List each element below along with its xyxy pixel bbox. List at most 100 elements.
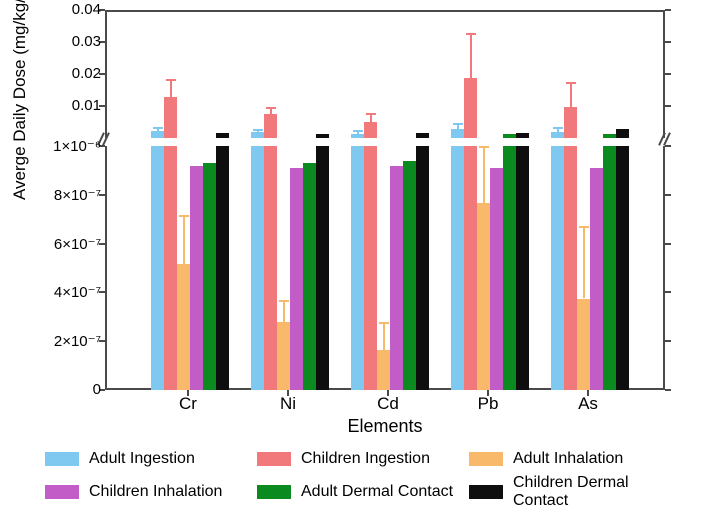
ytick-label: 0	[31, 381, 101, 398]
ytick-label: 8×10⁻⁷	[31, 186, 101, 204]
error-bar-cap	[466, 33, 476, 35]
bar	[277, 322, 290, 390]
ytick-mark	[665, 105, 671, 107]
error-bar	[470, 34, 472, 78]
legend-label: Adult Inhalation	[513, 450, 623, 468]
error-bar-cap	[366, 113, 376, 115]
ytick-mark	[665, 73, 671, 75]
error-bar-cap	[166, 79, 176, 81]
error-bar-cap	[353, 130, 363, 132]
legend-swatch	[469, 485, 503, 499]
error-bar-cap	[479, 146, 489, 148]
xtick-label: Pb	[478, 394, 499, 414]
plot-area	[105, 10, 665, 390]
bar	[377, 350, 390, 390]
bar	[203, 163, 216, 390]
legend-label: Children Dermal Contact	[513, 474, 681, 510]
bar	[516, 133, 529, 390]
xtick-label: As	[578, 394, 598, 414]
error-bar-cap	[553, 127, 563, 129]
error-bar	[570, 83, 572, 107]
ytick-mark	[665, 9, 671, 11]
ytick-mark	[665, 41, 671, 43]
legend-swatch	[257, 485, 291, 499]
error-bar-cap	[566, 82, 576, 84]
error-bar-cap	[453, 123, 463, 125]
bars-layer	[107, 10, 665, 390]
error-bar	[183, 216, 185, 265]
bar	[464, 78, 477, 390]
axis-break	[105, 138, 665, 146]
bar	[177, 264, 190, 390]
bar	[477, 203, 490, 390]
error-bar	[370, 114, 372, 122]
bar	[590, 168, 603, 390]
ytick-label: 0.02	[31, 65, 101, 82]
ytick-label: 0.01	[31, 97, 101, 114]
ytick-mark	[665, 145, 671, 147]
bar	[251, 132, 264, 390]
bar	[303, 163, 316, 390]
bar	[490, 168, 503, 390]
error-bar-cap	[579, 226, 589, 228]
error-bar-cap	[279, 300, 289, 302]
bar	[416, 133, 429, 390]
ytick-mark	[665, 243, 671, 245]
error-bar-cap	[379, 322, 389, 324]
x-axis-label: Elements	[105, 416, 665, 437]
legend-swatch	[257, 452, 291, 466]
legend-swatch	[45, 485, 79, 499]
ytick-mark	[665, 291, 671, 293]
bar	[190, 166, 203, 390]
bar	[564, 107, 577, 390]
bar	[451, 129, 464, 390]
bar	[316, 134, 329, 390]
bar	[364, 122, 377, 390]
legend-label: Children Inhalation	[89, 483, 222, 501]
ytick-mark	[665, 340, 671, 342]
error-bar-cap	[253, 129, 263, 131]
bar	[503, 134, 516, 390]
error-bar	[483, 147, 485, 203]
legend-label: Children Ingestion	[301, 450, 430, 468]
ytick-label: 0.03	[31, 33, 101, 50]
ytick-mark	[665, 194, 671, 196]
xtick-label: Cr	[179, 394, 197, 414]
bar	[290, 168, 303, 390]
xtick-label: Ni	[280, 394, 296, 414]
legend-item: Children Dermal Contact	[469, 474, 681, 510]
bar	[151, 131, 164, 390]
xtick-label: Cd	[377, 394, 399, 414]
bar	[390, 166, 403, 390]
error-bar	[283, 301, 285, 322]
error-bar	[383, 323, 385, 350]
legend-item: Adult Dermal Contact	[257, 474, 469, 510]
bar	[351, 134, 364, 390]
chart-container: Averge Daily Dose (mg/kg/d) 02×10⁻⁷4×10⁻…	[20, 10, 691, 440]
bar	[577, 299, 590, 391]
bar	[603, 134, 616, 390]
error-bar	[583, 227, 585, 299]
bar	[616, 129, 629, 390]
ytick-label: 4×10⁻⁷	[31, 283, 101, 301]
error-bar	[170, 80, 172, 97]
y-axis-label: Averge Daily Dose (mg/kg/d)	[10, 0, 30, 200]
bar	[264, 114, 277, 390]
legend-item: Children Inhalation	[45, 474, 257, 510]
ytick-label: 0.04	[31, 1, 101, 18]
bar	[551, 132, 564, 390]
legend-swatch	[469, 452, 503, 466]
bar	[403, 161, 416, 390]
legend-label: Adult Ingestion	[89, 450, 195, 468]
error-bar-cap	[266, 107, 276, 109]
legend-item: Children Ingestion	[257, 450, 469, 468]
ytick-label: 6×10⁻⁷	[31, 235, 101, 253]
legend-swatch	[45, 452, 79, 466]
axis-break-icon	[659, 132, 673, 150]
bar	[216, 133, 229, 390]
legend: Adult Ingestion Children Ingestion Adult I…	[45, 450, 685, 516]
error-bar-cap	[179, 215, 189, 217]
legend-item: Adult Inhalation	[469, 450, 681, 468]
ytick-label: 2×10⁻⁷	[31, 332, 101, 350]
ytick-mark	[665, 389, 671, 391]
